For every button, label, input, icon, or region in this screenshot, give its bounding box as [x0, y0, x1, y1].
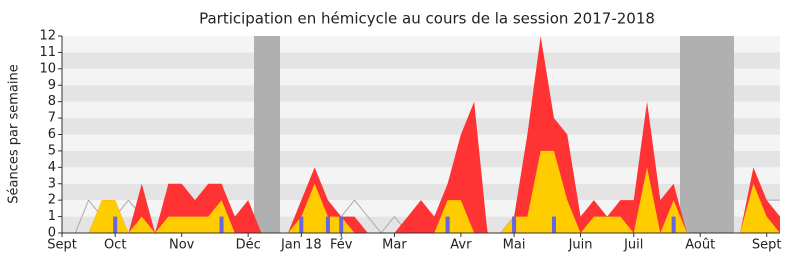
grid-band — [62, 118, 780, 135]
y-tick-label: 11 — [39, 45, 56, 60]
x-tick-label: Déc — [236, 238, 261, 253]
y-tick-label: 6 — [48, 127, 56, 142]
y-tick-label: 0 — [48, 226, 56, 241]
grid-band — [62, 101, 780, 119]
x-tick-label: Août — [685, 238, 715, 253]
grid-band — [62, 52, 780, 69]
area — [62, 36, 780, 233]
x-tick-label: Nov — [169, 238, 195, 253]
y-tick-label: 3 — [48, 176, 56, 191]
bar — [219, 216, 224, 233]
x-tick-label: Fév — [330, 238, 353, 253]
grid-band — [62, 85, 780, 102]
recess-band — [254, 36, 280, 233]
grid — [58, 35, 780, 234]
grid-band — [62, 68, 780, 86]
bar — [445, 216, 450, 233]
grid-band — [62, 150, 780, 168]
x-tick-label: Mai — [503, 238, 526, 253]
x-tick-label: Jan 18 — [280, 238, 322, 253]
y-tick-label: 10 — [39, 61, 56, 76]
bar — [671, 216, 676, 233]
marks — [62, 36, 780, 234]
bar — [512, 216, 517, 233]
x-tick-label: Juin — [568, 238, 593, 253]
grid-band — [62, 183, 780, 201]
grid-band — [62, 134, 780, 151]
y-tick-label: 9 — [48, 78, 56, 93]
y-tick-label: 2 — [48, 193, 56, 208]
x-tick-label: Oct — [104, 238, 126, 253]
x-tick-label: Avr — [450, 238, 472, 253]
y-tick-label: 4 — [48, 160, 56, 175]
bar — [325, 216, 330, 233]
bar — [551, 216, 556, 233]
bar — [299, 216, 304, 233]
y-tick-label: 1 — [48, 209, 56, 224]
y-tick-label: 7 — [48, 111, 56, 126]
y-tick-label: 12 — [39, 29, 56, 44]
recess-band — [680, 36, 734, 233]
x-tick-label: Sept — [752, 238, 782, 253]
y-axis-label: Séances par semaine — [7, 64, 22, 203]
bar — [339, 216, 344, 233]
chart-title: Participation en hémicycle au cours de l… — [199, 10, 655, 28]
y-tick-label: 8 — [48, 94, 56, 109]
x-tick-label: Sept — [47, 238, 77, 253]
grid-band — [62, 36, 780, 53]
bar — [113, 216, 118, 233]
x-tick-label: Juil — [623, 238, 643, 253]
y-tick-label: 5 — [48, 143, 56, 158]
x-tick-label: Mar — [382, 238, 407, 253]
grid-band — [62, 167, 780, 184]
